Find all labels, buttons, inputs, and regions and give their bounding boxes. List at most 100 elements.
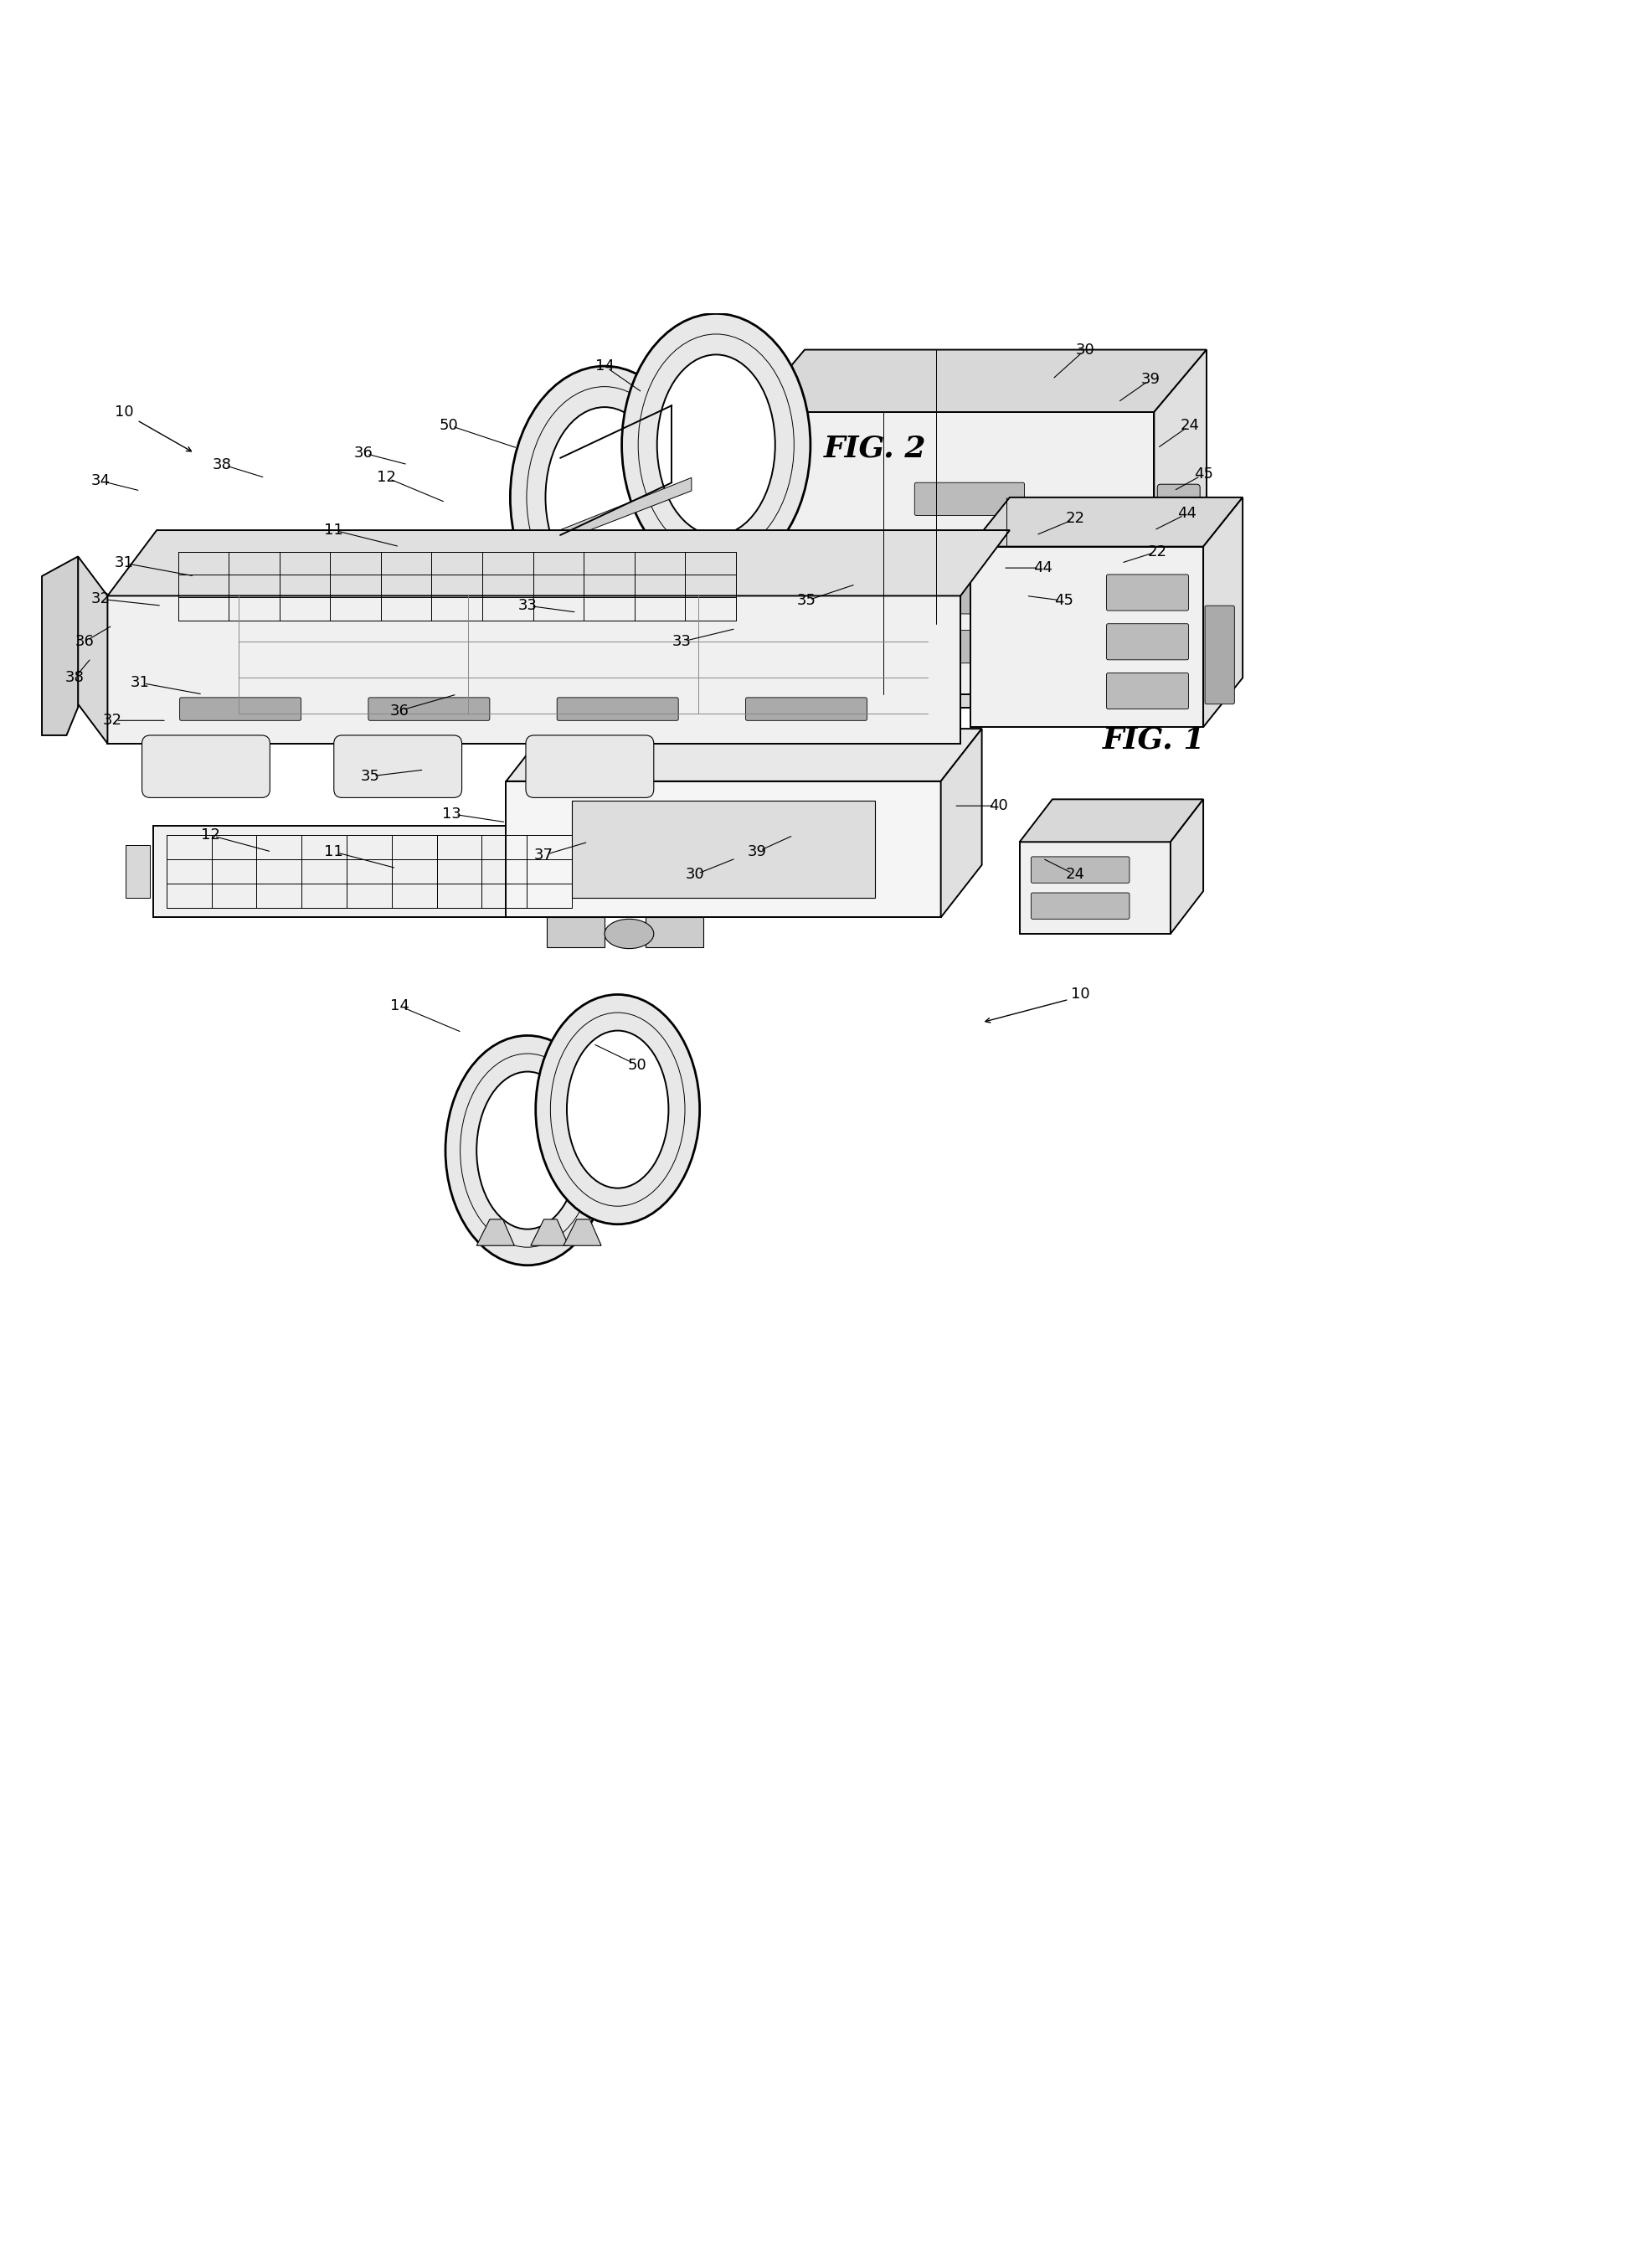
FancyBboxPatch shape <box>628 703 762 717</box>
Polygon shape <box>107 531 1009 596</box>
Text: 33: 33 <box>672 635 691 649</box>
FancyBboxPatch shape <box>1204 606 1234 703</box>
Polygon shape <box>1019 841 1171 934</box>
Text: 11: 11 <box>324 844 344 860</box>
FancyBboxPatch shape <box>332 703 468 717</box>
Ellipse shape <box>69 680 96 701</box>
Polygon shape <box>112 626 1023 674</box>
Polygon shape <box>41 556 78 735</box>
Ellipse shape <box>476 1073 578 1229</box>
Polygon shape <box>170 551 187 621</box>
FancyBboxPatch shape <box>694 685 811 703</box>
FancyBboxPatch shape <box>1158 485 1199 538</box>
FancyBboxPatch shape <box>915 531 1024 565</box>
Polygon shape <box>1203 497 1242 728</box>
Text: 32: 32 <box>102 712 122 728</box>
Polygon shape <box>727 551 743 621</box>
Text: 30: 30 <box>686 866 704 882</box>
Polygon shape <box>107 596 960 744</box>
Polygon shape <box>646 919 704 948</box>
Text: 50: 50 <box>628 1057 648 1073</box>
Polygon shape <box>1155 349 1206 694</box>
Polygon shape <box>547 547 563 562</box>
Polygon shape <box>752 349 1206 413</box>
Text: 32: 32 <box>91 592 111 606</box>
Text: 36: 36 <box>354 445 373 460</box>
Polygon shape <box>506 728 981 780</box>
Text: 12: 12 <box>377 469 396 485</box>
Ellipse shape <box>545 408 664 587</box>
FancyBboxPatch shape <box>525 735 654 798</box>
Polygon shape <box>588 846 613 898</box>
FancyBboxPatch shape <box>1107 674 1188 710</box>
FancyBboxPatch shape <box>557 699 679 721</box>
Polygon shape <box>752 413 1155 694</box>
Ellipse shape <box>535 996 700 1225</box>
Text: 24: 24 <box>1181 417 1199 433</box>
Text: 35: 35 <box>796 594 816 608</box>
Ellipse shape <box>605 919 654 948</box>
Polygon shape <box>970 497 1242 547</box>
Text: 14: 14 <box>390 998 410 1014</box>
FancyBboxPatch shape <box>1031 857 1130 882</box>
Polygon shape <box>942 728 981 919</box>
Text: 38: 38 <box>213 458 231 472</box>
Ellipse shape <box>510 365 699 628</box>
FancyBboxPatch shape <box>1107 574 1188 610</box>
Polygon shape <box>78 556 107 744</box>
Text: 24: 24 <box>1066 866 1085 882</box>
Text: 22: 22 <box>1066 510 1085 526</box>
FancyBboxPatch shape <box>1107 624 1188 660</box>
FancyBboxPatch shape <box>915 581 1024 615</box>
Text: 38: 38 <box>64 671 84 685</box>
FancyBboxPatch shape <box>334 735 463 798</box>
Polygon shape <box>534 744 646 789</box>
Ellipse shape <box>621 313 811 576</box>
FancyBboxPatch shape <box>496 685 615 703</box>
FancyBboxPatch shape <box>1031 894 1130 919</box>
Text: 14: 14 <box>595 358 615 374</box>
FancyBboxPatch shape <box>745 699 867 721</box>
Polygon shape <box>506 780 942 919</box>
Text: 45: 45 <box>1054 594 1074 608</box>
Text: 31: 31 <box>114 556 134 572</box>
Polygon shape <box>154 826 585 919</box>
FancyBboxPatch shape <box>299 685 418 703</box>
Text: 12: 12 <box>202 828 220 844</box>
Text: 10: 10 <box>114 404 134 420</box>
Text: 50: 50 <box>439 417 458 433</box>
Text: 36: 36 <box>74 635 94 649</box>
FancyBboxPatch shape <box>1137 578 1153 680</box>
Polygon shape <box>112 626 137 708</box>
FancyBboxPatch shape <box>1158 549 1199 603</box>
Text: 31: 31 <box>131 676 150 689</box>
Ellipse shape <box>567 1030 669 1188</box>
Text: 13: 13 <box>443 807 461 821</box>
Polygon shape <box>547 479 692 547</box>
Text: 39: 39 <box>1142 372 1160 388</box>
Polygon shape <box>170 617 743 626</box>
Text: 37: 37 <box>534 848 553 862</box>
Text: 33: 33 <box>517 599 537 612</box>
FancyBboxPatch shape <box>765 626 862 689</box>
FancyBboxPatch shape <box>915 631 1024 662</box>
Text: FIG. 1: FIG. 1 <box>1104 726 1206 755</box>
Polygon shape <box>530 1220 568 1245</box>
Polygon shape <box>96 642 112 703</box>
Polygon shape <box>476 1220 514 1245</box>
Text: 34: 34 <box>91 474 111 488</box>
Polygon shape <box>71 628 96 692</box>
Polygon shape <box>563 1220 601 1245</box>
Text: FIG. 2: FIG. 2 <box>824 433 927 463</box>
FancyBboxPatch shape <box>915 483 1024 515</box>
Ellipse shape <box>446 1036 610 1266</box>
Text: 30: 30 <box>1075 342 1095 358</box>
Text: 44: 44 <box>1032 560 1052 576</box>
Polygon shape <box>112 674 998 708</box>
Polygon shape <box>342 744 454 789</box>
FancyBboxPatch shape <box>368 699 489 721</box>
Polygon shape <box>547 919 605 948</box>
Text: 44: 44 <box>1178 506 1196 522</box>
Polygon shape <box>970 547 1203 728</box>
FancyBboxPatch shape <box>142 735 269 798</box>
